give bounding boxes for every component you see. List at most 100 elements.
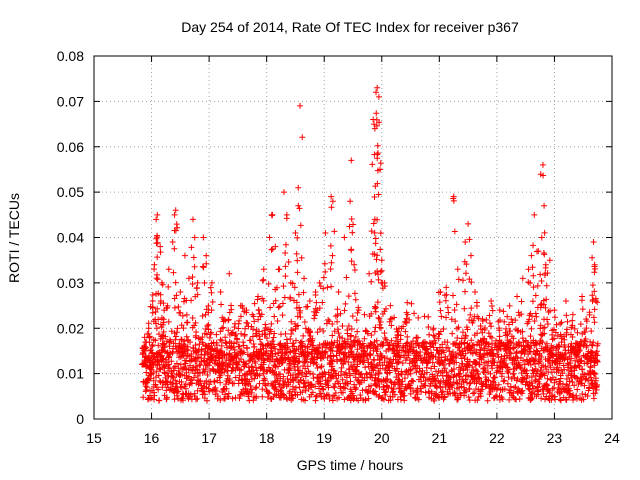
roti-point (286, 362, 293, 369)
roti-point (453, 352, 460, 359)
roti-point (187, 362, 194, 369)
roti-point (151, 261, 158, 268)
roti-point (155, 342, 162, 349)
roti-point (586, 309, 593, 316)
roti-point (487, 370, 494, 377)
roti-point (383, 388, 390, 395)
roti-point (321, 260, 328, 267)
roti-point (163, 394, 170, 401)
roti-point (259, 386, 266, 393)
roti-point (219, 365, 226, 372)
roti-point (180, 397, 187, 404)
roti-point (551, 379, 558, 386)
roti-point (150, 369, 157, 376)
roti-point (282, 263, 289, 270)
roti-point (221, 369, 228, 376)
roti-point (335, 394, 342, 401)
roti-point (354, 309, 361, 316)
roti-point (173, 380, 180, 387)
roti-point (184, 319, 191, 326)
roti-point (426, 331, 433, 338)
roti-point (173, 333, 180, 340)
roti-point (192, 396, 199, 403)
roti-point (244, 345, 251, 352)
roti-point (455, 324, 462, 331)
roti-point (265, 390, 272, 397)
roti-point (460, 367, 467, 374)
roti-point (200, 383, 207, 390)
roti-point (309, 389, 316, 396)
roti-point (532, 292, 539, 299)
roti-point (287, 294, 294, 301)
roti-point (159, 384, 166, 391)
roti-point (377, 365, 384, 372)
roti-point (295, 370, 302, 377)
roti-point (280, 189, 287, 196)
roti-point (371, 328, 378, 335)
roti-point (416, 365, 423, 372)
roti-point (192, 319, 199, 326)
roti-point (253, 393, 260, 400)
roti-point (153, 368, 160, 375)
roti-point (180, 325, 187, 332)
roti-point (449, 330, 456, 337)
roti-point (272, 350, 279, 357)
roti-point (289, 392, 296, 399)
roti-point (588, 328, 595, 335)
roti-point (541, 251, 548, 258)
x-tick-label: 16 (144, 430, 160, 446)
roti-point (352, 386, 359, 393)
roti-point (510, 370, 517, 377)
roti-point (154, 305, 161, 312)
roti-point (488, 323, 495, 330)
roti-point (161, 363, 168, 370)
roti-point (467, 311, 474, 318)
roti-point (485, 358, 492, 365)
roti-point (505, 374, 512, 381)
roti-point (528, 374, 535, 381)
roti-point (302, 397, 309, 404)
roti-point (469, 363, 476, 370)
roti-point (225, 316, 232, 323)
roti-point (218, 325, 225, 332)
roti-point (267, 304, 274, 311)
roti-point (174, 224, 181, 231)
roti-point (169, 238, 176, 245)
roti-point (143, 369, 150, 376)
roti-point (174, 325, 181, 332)
roti-point (256, 380, 263, 387)
roti-point (529, 298, 536, 305)
roti-point (496, 307, 503, 314)
roti-point (340, 384, 347, 391)
roti-point (591, 269, 598, 276)
roti-point (390, 386, 397, 393)
roti-point (262, 350, 269, 357)
roti-point (320, 353, 327, 360)
roti-point (218, 301, 225, 308)
roti-point (526, 386, 533, 393)
roti-point (373, 382, 380, 389)
roti-point (287, 348, 294, 355)
roti-point (524, 372, 531, 379)
roti-point (454, 344, 461, 351)
roti-point (328, 204, 335, 211)
roti-point (549, 336, 556, 343)
roti-point (410, 378, 417, 385)
roti-point (266, 389, 273, 396)
roti-point (389, 346, 396, 353)
roti-point (306, 298, 313, 305)
roti-point (530, 385, 537, 392)
x-tick-label: 22 (489, 430, 505, 446)
roti-point (557, 375, 564, 382)
roti-point (530, 284, 537, 291)
roti-point (484, 347, 491, 354)
roti-point (372, 308, 379, 315)
roti-point (577, 321, 584, 328)
roti-point (292, 374, 299, 381)
roti-point (292, 337, 299, 344)
roti-point (307, 370, 314, 377)
roti-point (529, 395, 536, 402)
roti-point (282, 249, 289, 256)
roti-point (285, 258, 292, 265)
roti-point (288, 318, 295, 325)
